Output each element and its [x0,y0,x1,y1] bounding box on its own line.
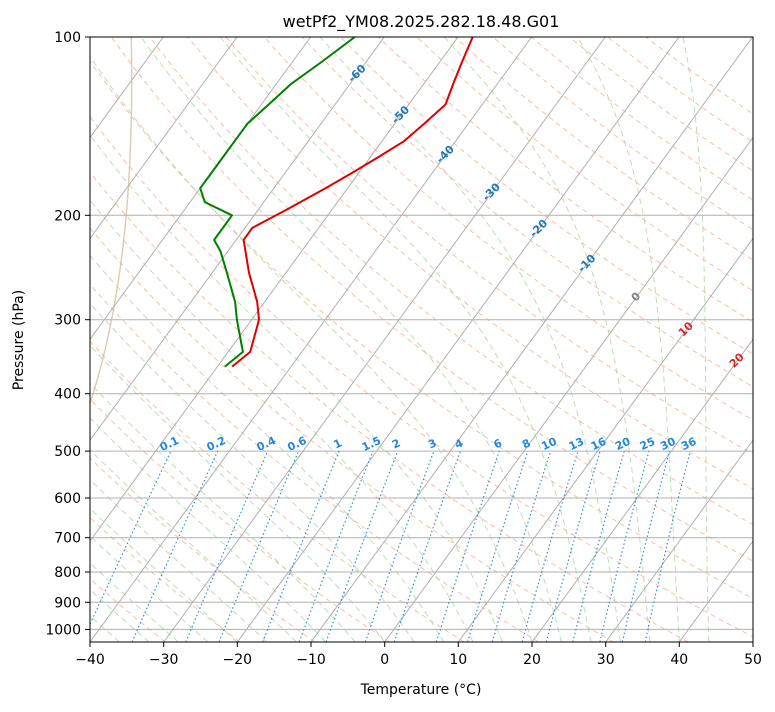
isotherm-label: -50 [389,103,412,126]
data-lines [200,37,473,367]
isotherm-label: -20 [527,217,550,240]
isotherm-line [606,37,775,642]
isotherm-line [164,37,606,642]
mixing-ratio-line [468,451,528,642]
moist-adiabat-line [578,37,680,642]
mixing-ratio-label: 10 [539,435,559,453]
series-dewpoint-line [200,37,355,367]
mixing-ratio-label: 1 [332,436,344,451]
mixing-ratio-line [622,451,669,642]
mixing-ratio-line [492,451,550,642]
mixing-ratio-line [522,451,578,642]
y-tick-label: 900 [54,595,81,611]
mixing-ratio-line [365,451,434,642]
moist-adiabat-line [0,37,267,642]
series-temperature-line [232,37,473,367]
background-lines [0,37,775,642]
dry-adiabat-line [417,37,775,642]
x-axis-label: Temperature (°C) [360,682,482,698]
dry-adiabat-line [379,37,775,642]
moist-adiabat-line [25,37,503,642]
y-tick-label: 600 [54,491,81,507]
dry-adiabat-line [531,37,775,642]
y-tick-label: 200 [54,208,81,224]
dry-adiabat-line [0,37,315,642]
isotherm-line [679,37,775,642]
y-tick-label: 300 [54,313,81,329]
mixing-ratio-line [573,451,625,642]
isotherm-line [458,37,775,642]
y-tick-label: 100 [54,30,81,46]
moist-adiabat-line [0,37,208,642]
dry-adiabat-line [455,37,775,642]
moist-adiabat-line [0,37,385,642]
mixing-ratio-label: 13 [567,435,586,453]
mixing-ratio-label: 36 [679,435,699,453]
moist-adiabat-line [0,37,237,642]
mixing-ratio-line [546,451,600,642]
y-tick-label: 1000 [45,622,81,638]
dry-adiabat-line [226,37,775,642]
mixing-ratio-line [82,451,171,642]
mixing-ratio-label: 6 [492,436,505,451]
x-tick-label: −10 [296,652,326,668]
mixing-ratio-line [645,451,690,642]
isotherm-label: 10 [676,319,696,339]
y-axis-label: Pressure (hPa) [11,290,27,390]
mixing-ratio-label: 30 [658,435,678,453]
mixing-ratio-label: 2 [390,436,402,451]
plot-frame [90,37,753,642]
mixing-ratio-label: 4 [453,436,466,451]
x-tick-label: −20 [223,652,253,668]
isotherm-label: 20 [727,350,747,370]
y-tick-label: 800 [54,565,81,581]
moist-adiabat-line [444,37,650,642]
dry-adiabat-line [35,37,763,642]
isotherm-label: -60 [345,62,368,85]
x-tick-label: 30 [597,652,615,668]
mixing-ratio-label: 8 [520,436,532,451]
y-tick-label: 500 [54,444,81,460]
mixing-ratio-label: 3 [426,436,438,451]
isotherm-label: -30 [480,180,503,203]
moist-adiabat-line [141,37,562,642]
moist-adiabat-line [320,37,620,642]
dry-adiabat-line [264,37,775,642]
moist-adiabat-line [0,37,414,642]
dry-adiabat-line [0,37,614,642]
x-tick-label: 0 [380,652,389,668]
isotherm-line [532,37,775,642]
isotherm-line [0,37,384,642]
dry-adiabat-line [0,37,240,642]
isotherm-line [0,37,311,642]
mixing-ratio-line [394,451,460,642]
x-tick-label: 50 [744,652,762,668]
dry-adiabat-line [111,37,775,642]
isotherm-line [16,37,458,642]
moist-adiabat-line [0,37,296,642]
y-tick-label: 700 [54,531,81,547]
x-tick-label: −30 [149,652,179,668]
dry-adiabat-line [0,37,688,642]
isotherm-line [385,37,775,642]
x-tick-label: 40 [670,652,688,668]
mixing-ratio-line [600,451,649,642]
mixing-ratio-label: 20 [613,435,633,453]
mixing-ratio-label: 25 [638,435,657,453]
chart-title: wetPf2_YM08.2025.282.18.48.G01 [283,12,560,32]
dry-adiabat-line [608,37,775,642]
x-tick-label: 20 [523,652,541,668]
dry-adiabat-line [340,37,775,642]
isotherm-label: -10 [575,251,598,274]
isotherm-line [753,37,775,642]
isotherm-line [0,37,237,642]
moist-adiabat-line [77,37,532,642]
dry-adiabat-line [73,37,775,642]
x-tick-label: 10 [449,652,467,668]
x-tick-label: −40 [75,652,105,668]
y-tick-label: 400 [54,387,81,403]
isotherm-label: 0 [629,289,644,304]
